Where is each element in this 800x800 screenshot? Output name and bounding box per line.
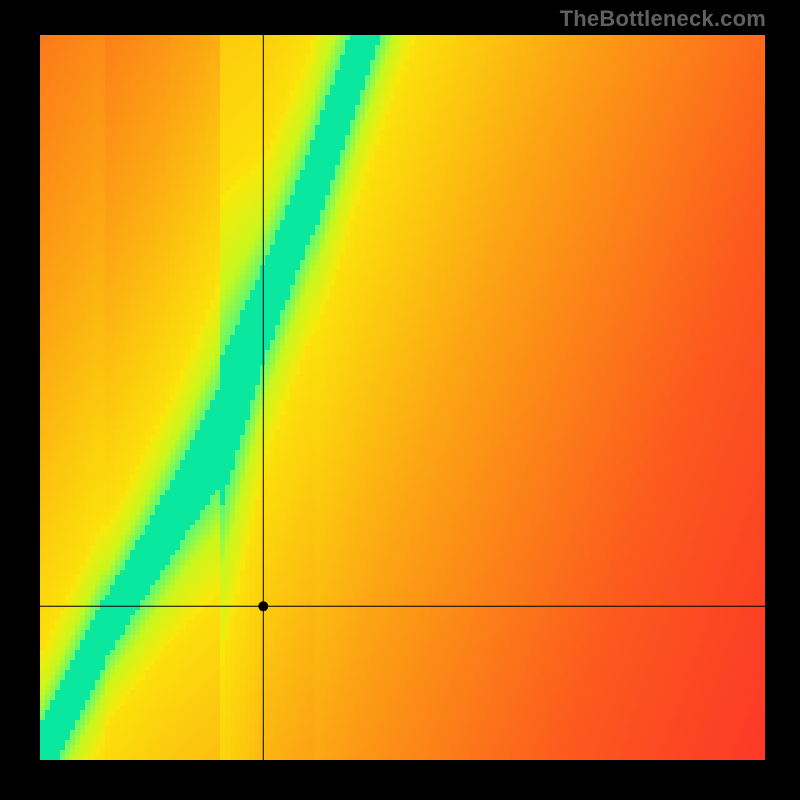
heatmap-container: TheBottleneck.com: [0, 0, 800, 800]
heatmap-canvas: [40, 35, 765, 760]
watermark-text: TheBottleneck.com: [560, 6, 766, 32]
plot-area: [40, 35, 765, 760]
